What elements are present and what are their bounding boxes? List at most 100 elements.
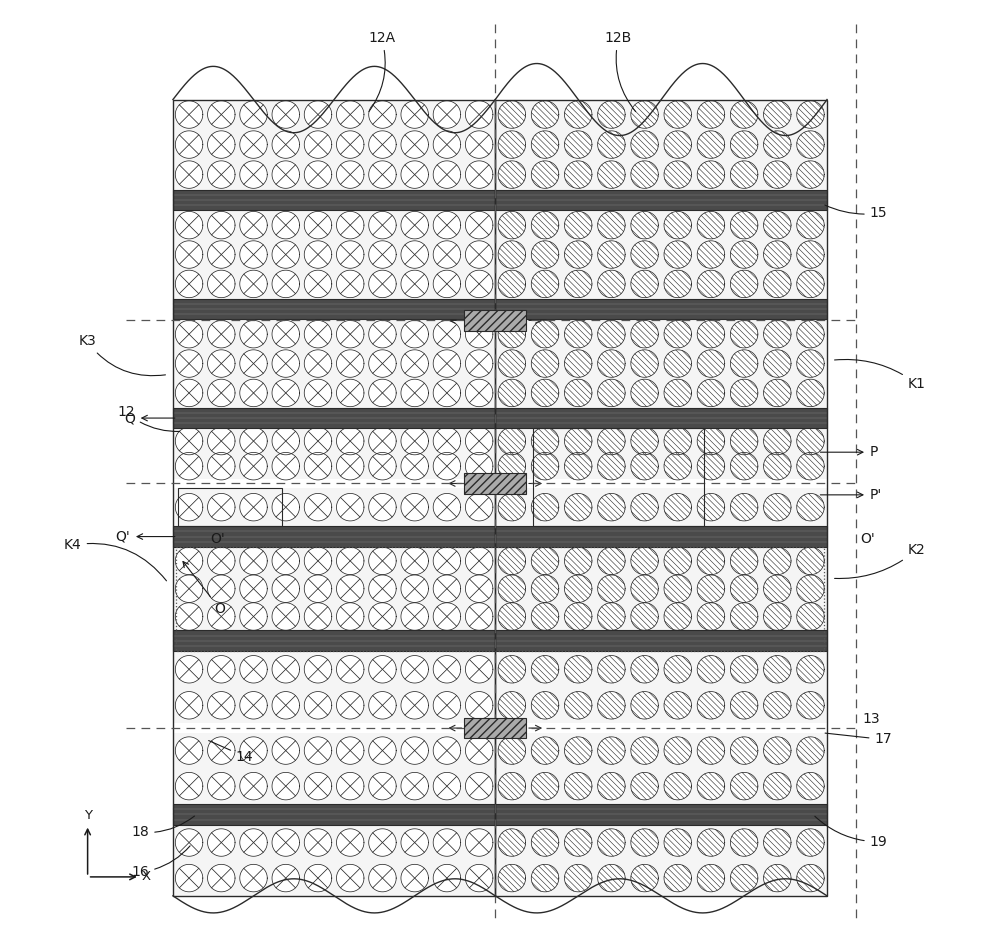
Circle shape bbox=[433, 692, 461, 720]
Circle shape bbox=[401, 737, 428, 764]
Circle shape bbox=[240, 829, 267, 856]
Circle shape bbox=[433, 603, 461, 630]
Text: 13: 13 bbox=[862, 712, 880, 725]
Circle shape bbox=[730, 452, 758, 480]
Circle shape bbox=[730, 603, 758, 630]
Circle shape bbox=[304, 574, 332, 603]
Circle shape bbox=[208, 100, 235, 128]
Circle shape bbox=[564, 773, 592, 800]
Circle shape bbox=[304, 494, 332, 521]
Circle shape bbox=[697, 100, 725, 128]
Bar bbox=[173, 804, 495, 825]
Circle shape bbox=[433, 773, 461, 800]
Text: 16: 16 bbox=[131, 846, 190, 879]
Circle shape bbox=[664, 603, 691, 630]
Circle shape bbox=[465, 452, 493, 480]
Circle shape bbox=[175, 737, 203, 764]
Circle shape bbox=[631, 241, 658, 268]
Circle shape bbox=[631, 574, 658, 603]
Circle shape bbox=[564, 161, 592, 189]
Circle shape bbox=[730, 737, 758, 764]
Circle shape bbox=[598, 428, 625, 455]
Circle shape bbox=[598, 547, 625, 574]
Circle shape bbox=[175, 161, 203, 189]
Circle shape bbox=[797, 320, 824, 348]
Circle shape bbox=[240, 494, 267, 521]
Circle shape bbox=[531, 379, 559, 407]
Circle shape bbox=[730, 656, 758, 684]
Circle shape bbox=[764, 131, 791, 158]
Circle shape bbox=[730, 320, 758, 348]
Circle shape bbox=[433, 241, 461, 268]
Circle shape bbox=[465, 656, 493, 684]
Circle shape bbox=[797, 574, 824, 603]
Circle shape bbox=[697, 547, 725, 574]
Circle shape bbox=[208, 241, 235, 268]
Circle shape bbox=[564, 547, 592, 574]
Circle shape bbox=[531, 773, 559, 800]
Circle shape bbox=[498, 547, 526, 574]
Circle shape bbox=[240, 428, 267, 455]
Circle shape bbox=[797, 161, 824, 189]
Circle shape bbox=[697, 773, 725, 800]
Circle shape bbox=[240, 100, 267, 128]
Circle shape bbox=[336, 161, 364, 189]
Circle shape bbox=[401, 131, 428, 158]
Circle shape bbox=[369, 379, 396, 407]
Circle shape bbox=[304, 547, 332, 574]
Circle shape bbox=[272, 161, 299, 189]
Circle shape bbox=[433, 737, 461, 764]
Circle shape bbox=[531, 350, 559, 377]
Circle shape bbox=[531, 428, 559, 455]
Bar bbox=[495, 319, 827, 408]
Circle shape bbox=[336, 320, 364, 348]
Text: Y: Y bbox=[84, 809, 92, 822]
Circle shape bbox=[764, 773, 791, 800]
Circle shape bbox=[336, 379, 364, 407]
Circle shape bbox=[369, 829, 396, 856]
Circle shape bbox=[564, 211, 592, 239]
Circle shape bbox=[664, 379, 691, 407]
Circle shape bbox=[401, 270, 428, 298]
Circle shape bbox=[304, 428, 332, 455]
Circle shape bbox=[498, 270, 526, 298]
Bar bbox=[495, 100, 827, 896]
Text: 17: 17 bbox=[825, 733, 892, 746]
Circle shape bbox=[304, 350, 332, 377]
Circle shape bbox=[272, 131, 299, 158]
Circle shape bbox=[697, 270, 725, 298]
Circle shape bbox=[730, 773, 758, 800]
Text: O': O' bbox=[860, 533, 875, 546]
Circle shape bbox=[304, 161, 332, 189]
Circle shape bbox=[598, 211, 625, 239]
Circle shape bbox=[764, 574, 791, 603]
Circle shape bbox=[664, 131, 691, 158]
Circle shape bbox=[598, 350, 625, 377]
Circle shape bbox=[304, 773, 332, 800]
Circle shape bbox=[697, 161, 725, 189]
Text: 14: 14 bbox=[209, 740, 254, 763]
Circle shape bbox=[175, 865, 203, 892]
Circle shape bbox=[531, 656, 559, 684]
Text: K1: K1 bbox=[835, 359, 926, 391]
Circle shape bbox=[598, 320, 625, 348]
Circle shape bbox=[631, 494, 658, 521]
Circle shape bbox=[401, 574, 428, 603]
Circle shape bbox=[465, 865, 493, 892]
Text: X: X bbox=[142, 870, 151, 884]
Circle shape bbox=[208, 494, 235, 521]
Circle shape bbox=[664, 737, 691, 764]
Circle shape bbox=[664, 241, 691, 268]
Circle shape bbox=[498, 350, 526, 377]
Circle shape bbox=[208, 865, 235, 892]
Circle shape bbox=[208, 270, 235, 298]
Circle shape bbox=[336, 100, 364, 128]
Circle shape bbox=[304, 211, 332, 239]
Bar bbox=[495, 408, 827, 428]
Circle shape bbox=[664, 865, 691, 892]
Circle shape bbox=[797, 270, 824, 298]
Text: P': P' bbox=[820, 488, 882, 501]
Circle shape bbox=[564, 379, 592, 407]
Circle shape bbox=[304, 320, 332, 348]
Circle shape bbox=[531, 452, 559, 480]
